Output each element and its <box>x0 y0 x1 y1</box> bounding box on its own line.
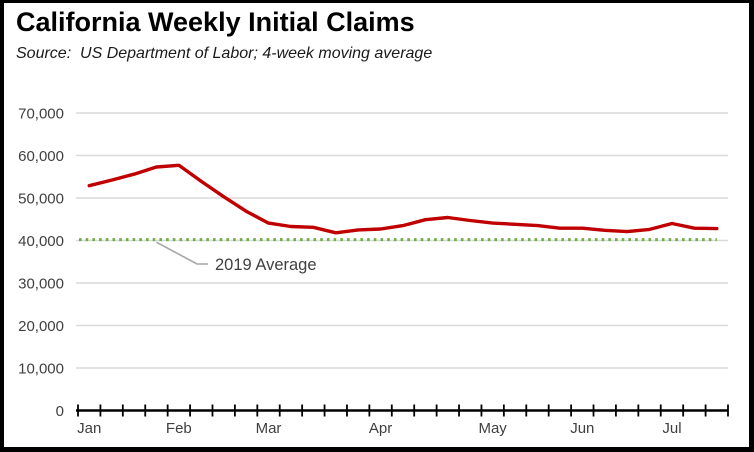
annotation-leader-line <box>156 241 208 265</box>
y-axis-label: 50,000 <box>18 191 64 208</box>
x-axis-month-label: Feb <box>166 420 192 437</box>
x-axis-month-label: May <box>478 420 507 437</box>
claims-line-series <box>87 163 719 235</box>
y-axis-label: 0 <box>56 403 64 420</box>
y-axis-label: 10,000 <box>18 361 64 378</box>
x-axis-month-label: Jun <box>570 420 594 437</box>
y-axis-label: 20,000 <box>18 318 64 335</box>
x-axis-month-label: Jan <box>77 420 101 437</box>
y-axis-label: 70,000 <box>18 106 64 123</box>
x-axis-month-label: Apr <box>369 420 392 437</box>
y-axis-label: 60,000 <box>18 148 64 165</box>
chart-source-subtitle: Source: US Department of Labor; 4-week m… <box>16 45 433 62</box>
x-axis-month-label: Mar <box>256 420 282 437</box>
chart-title: California Weekly Initial Claims <box>16 7 415 37</box>
x-axis-month-label: Jul <box>662 420 681 437</box>
average-annotation-label: 2019 Average <box>215 256 317 274</box>
claims-line-chart: 0 10,000 20,000 30,000 40,000 50,000 60,000 70,… <box>18 106 729 437</box>
y-axis-label: 30,000 <box>18 276 64 293</box>
y-axis-label: 40,000 <box>18 233 64 250</box>
